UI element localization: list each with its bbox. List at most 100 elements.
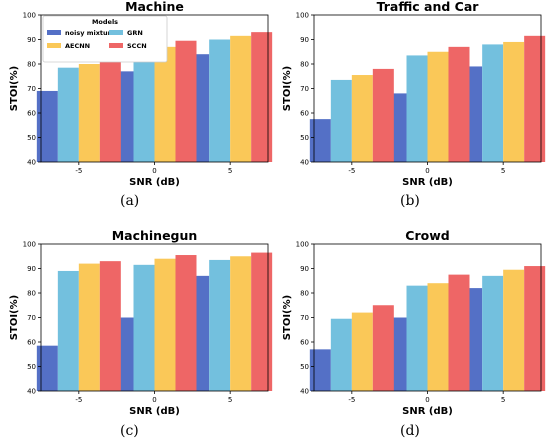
caption-b: (b) <box>400 193 420 209</box>
bar-SCCN-0 <box>175 40 197 162</box>
y-tick-label: 50 <box>300 363 309 371</box>
y-tick-label: 50 <box>300 134 309 142</box>
y-axis-label: STOI(%) <box>9 295 20 340</box>
bar-AECNN-5 <box>230 35 252 163</box>
x-tick-label: 5 <box>501 396 505 404</box>
bar-AECNN-0 <box>427 51 449 162</box>
chart-panel-1: Traffic and Car 40 50 60 70 80 90 100 -5 0 5 SNR (d… <box>282 0 546 188</box>
bar-SCCN--5 <box>99 55 121 162</box>
bar-SCCN-5 <box>251 32 273 163</box>
bar-noisy-mixture--5 <box>309 349 331 391</box>
bar-SCCN--5 <box>372 305 394 391</box>
y-tick-label: 60 <box>300 339 309 347</box>
y-tick-label: 70 <box>300 314 309 322</box>
bar-GRN--5 <box>330 318 352 391</box>
y-tick-label: 70 <box>27 85 36 93</box>
x-tick-label: -5 <box>348 167 355 175</box>
chart-title: Machine <box>125 0 184 14</box>
y-tick-label: 90 <box>300 265 309 273</box>
bar-noisy-mixture--5 <box>36 90 58 162</box>
x-axis-label: SNR (dB) <box>129 177 180 188</box>
y-tick-label: 40 <box>27 388 36 396</box>
bar-GRN-0 <box>406 285 428 391</box>
y-tick-label: 50 <box>27 363 36 371</box>
y-tick-label: 70 <box>300 85 309 93</box>
bar-AECNN--5 <box>351 312 373 391</box>
legend-box <box>42 15 168 63</box>
bar-AECNN--5 <box>351 75 373 162</box>
caption-a: (a) <box>120 193 140 209</box>
bar-SCCN-0 <box>448 274 470 391</box>
y-axis-label: STOI(%) <box>282 66 293 111</box>
y-tick-label: 40 <box>300 388 309 396</box>
bar-SCCN-5 <box>251 252 273 391</box>
bar-AECNN-0 <box>427 283 449 391</box>
legend-label: GRN <box>127 29 143 37</box>
y-tick-label: 80 <box>27 290 36 298</box>
y-tick-label: 100 <box>23 12 36 20</box>
bar-SCCN--5 <box>99 261 121 391</box>
bar-noisy-mixture--5 <box>309 119 331 162</box>
bar-SCCN-5 <box>524 35 546 163</box>
x-tick-label: 5 <box>501 167 505 175</box>
bar-GRN-0 <box>133 50 155 162</box>
bar-AECNN-5 <box>503 41 525 163</box>
y-tick-label: 100 <box>296 241 309 249</box>
bar-SCCN--5 <box>372 68 394 162</box>
x-tick-label: 5 <box>228 396 232 404</box>
x-axis-label: SNR (dB) <box>402 177 453 188</box>
chart-title: Crowd <box>405 228 449 243</box>
y-tick-label: 70 <box>27 314 36 322</box>
x-tick-label: -5 <box>348 396 355 404</box>
y-tick-label: 100 <box>23 241 36 249</box>
x-tick-label: 0 <box>425 167 429 175</box>
bar-SCCN-0 <box>448 46 470 162</box>
x-tick-label: -5 <box>75 167 82 175</box>
x-axis-label: SNR (dB) <box>129 406 180 417</box>
x-tick-label: 0 <box>152 396 156 404</box>
bar-GRN-5 <box>209 39 231 162</box>
y-axis-label: STOI(%) <box>282 295 293 340</box>
bar-AECNN-5 <box>503 269 525 391</box>
bar-AECNN-0 <box>154 258 176 391</box>
y-tick-label: 40 <box>300 159 309 167</box>
chart-panel-3: Crowd 40 50 60 70 80 90 100 -5 0 5 SNR (dB) STOI(%) <box>282 228 546 417</box>
legend-label: AECNN <box>65 42 90 50</box>
bar-GRN-0 <box>133 264 155 391</box>
bar-GRN-5 <box>482 44 504 162</box>
bar-GRN-0 <box>406 55 428 162</box>
x-tick-label: 0 <box>152 167 156 175</box>
y-tick-label: 80 <box>27 61 36 69</box>
chart-panel-0: Machine 40 50 60 70 80 90 100 -5 0 5 SNR (dB) STOI(%… <box>9 0 273 188</box>
y-tick-label: 90 <box>27 265 36 273</box>
bar-SCCN-5 <box>524 266 546 391</box>
bar-noisy-mixture--5 <box>36 345 58 391</box>
chart-panel-2: Machinegun 40 50 60 70 80 90 100 -5 0 5 SNR (dB) STO… <box>9 228 273 417</box>
y-tick-label: 60 <box>27 339 36 347</box>
y-tick-label: 80 <box>300 61 309 69</box>
bar-AECNN--5 <box>78 263 100 391</box>
chart-title: Traffic and Car <box>377 0 480 14</box>
legend-swatch <box>109 30 123 35</box>
legend-label: SCCN <box>127 42 147 50</box>
y-tick-label: 90 <box>27 36 36 44</box>
caption-c: (c) <box>120 423 139 439</box>
y-tick-label: 60 <box>27 110 36 118</box>
y-tick-label: 100 <box>296 12 309 20</box>
bar-AECNN-5 <box>230 256 252 391</box>
bar-AECNN-0 <box>154 46 176 162</box>
chart-title: Machinegun <box>112 228 198 243</box>
bar-GRN--5 <box>330 79 352 162</box>
bar-SCCN-0 <box>175 255 197 391</box>
legend-title: Models <box>92 18 118 26</box>
y-tick-label: 40 <box>27 159 36 167</box>
legend-label: noisy mixture <box>65 29 116 37</box>
bar-GRN-5 <box>209 259 231 391</box>
y-tick-label: 90 <box>300 36 309 44</box>
y-tick-label: 50 <box>27 134 36 142</box>
x-axis-label: SNR (dB) <box>402 406 453 417</box>
x-tick-label: 5 <box>228 167 232 175</box>
x-tick-label: -5 <box>75 396 82 404</box>
legend-swatch <box>109 43 123 48</box>
